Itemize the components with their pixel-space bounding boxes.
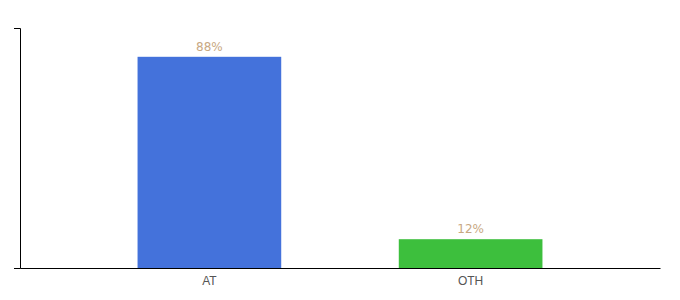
y-axis bbox=[14, 29, 21, 269]
data-label: 12% bbox=[457, 222, 484, 236]
x-tick: OTH bbox=[458, 268, 483, 288]
x-axis-line bbox=[21, 268, 661, 269]
y-axis-line bbox=[14, 29, 21, 269]
x-tick-label: AT bbox=[202, 274, 217, 288]
bar bbox=[138, 57, 282, 268]
bar bbox=[399, 239, 543, 268]
x-tick: AT bbox=[202, 268, 217, 288]
x-tick-label: OTH bbox=[458, 274, 483, 288]
data-labels: 88% 12% bbox=[196, 40, 484, 236]
x-axis: AT OTH bbox=[21, 268, 661, 288]
data-label: 88% bbox=[196, 40, 223, 54]
bars bbox=[138, 57, 543, 268]
plot: AT OTH 88% 12% bbox=[14, 29, 661, 288]
chart-svg: AT OTH 88% 12% bbox=[0, 0, 680, 300]
chart-container: AT OTH 88% 12% bbox=[0, 0, 680, 300]
